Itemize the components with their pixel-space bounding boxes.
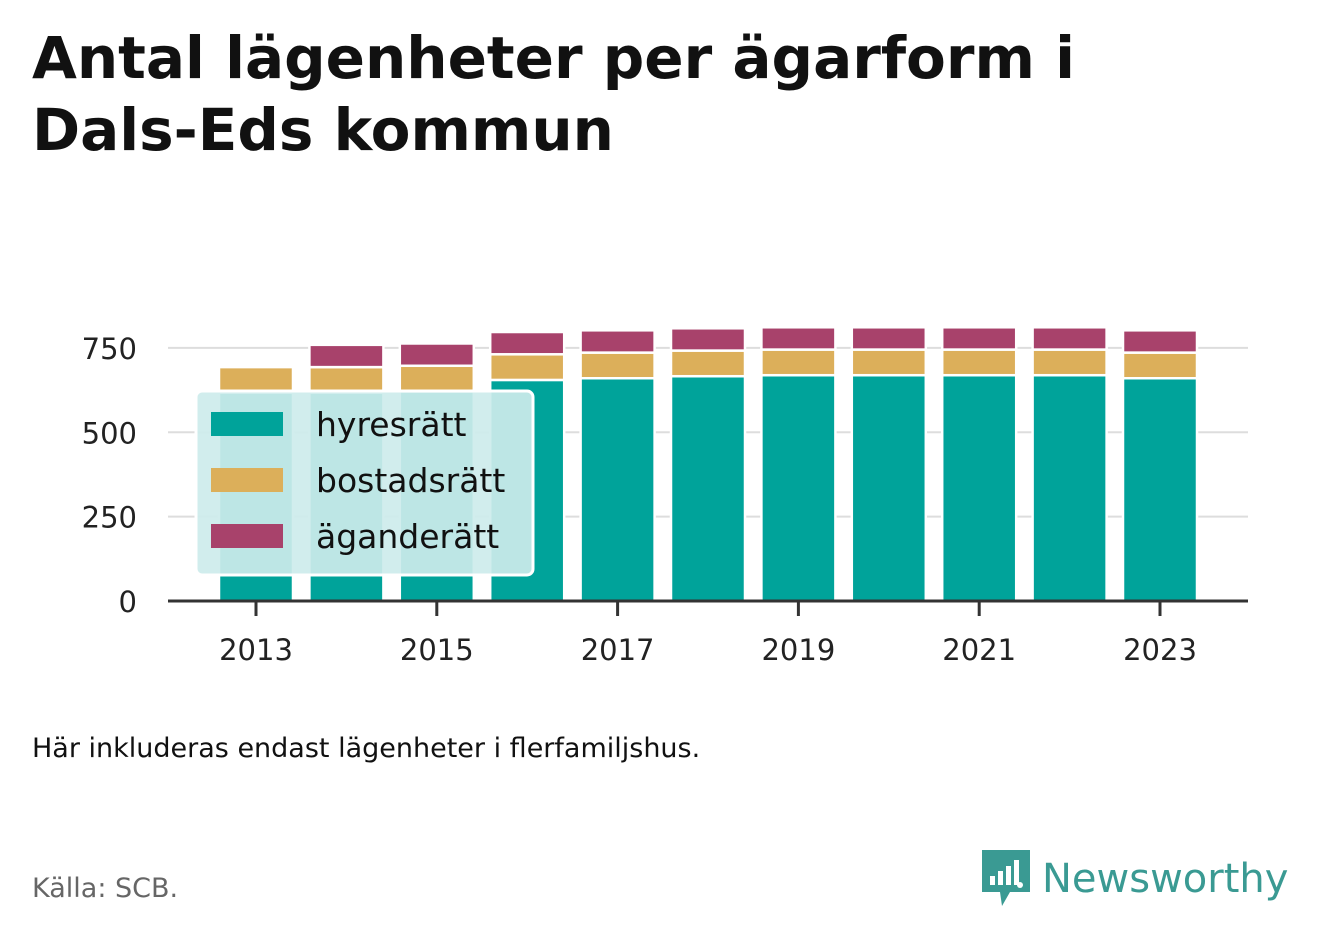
chart-title: Antal lägenheter per ägarform i Dals-Eds… xyxy=(32,22,1232,166)
bar-segment-hyresrätt-2020 xyxy=(850,373,928,603)
source-text: Källa: SCB. xyxy=(32,873,179,904)
axes: 0 250 500 750 2013 2015 2017 2019 2021 2023 xyxy=(82,332,1248,667)
legend-label: bostadsrätt xyxy=(316,461,505,500)
bar-segment-bostadsrätt-2014 xyxy=(308,365,385,395)
bar-segment-bostadsrätt-2018 xyxy=(669,349,747,378)
bar-segment-bostadsrätt-2017 xyxy=(579,351,656,380)
brand-logo[interactable]: Newsworthy xyxy=(980,848,1288,910)
chart-note: Här inkluderas endast lägenheter i flerf… xyxy=(32,733,701,764)
legend: hyresrätt bostadsrätt äganderätt xyxy=(194,389,535,577)
bar-segment-äganderätt-2018 xyxy=(669,327,747,352)
legend-swatch-bostadsrätt xyxy=(211,468,283,492)
bar-segment-hyresrätt-2023 xyxy=(1121,377,1199,603)
y-tick-label: 0 xyxy=(119,585,137,619)
bar-segment-bostadsrätt-2022 xyxy=(1031,348,1108,377)
bar-segment-bostadsrätt-2020 xyxy=(850,348,928,377)
bar-segment-äganderätt-2023 xyxy=(1121,329,1199,354)
bar-segment-äganderätt-2014 xyxy=(308,343,385,369)
title-line-1: Antal lägenheter per ägarform i xyxy=(32,24,1076,92)
title-line-2: Dals-Eds kommun xyxy=(32,96,614,164)
bar-segment-äganderätt-2015 xyxy=(398,342,476,368)
legend-swatch-äganderätt xyxy=(211,524,283,548)
bar-segment-äganderätt-2020 xyxy=(850,326,928,351)
bar-segment-hyresrätt-2022 xyxy=(1031,373,1108,603)
y-tick-label: 250 xyxy=(82,501,137,535)
x-tick-label: 2021 xyxy=(942,633,1016,667)
newsworthy-logo-icon xyxy=(982,850,1030,906)
bar-segment-bostadsrätt-2015 xyxy=(398,364,476,393)
y-tick-label: 750 xyxy=(82,332,137,366)
bar-segment-hyresrätt-2021 xyxy=(940,373,1018,603)
bar-segment-äganderätt-2019 xyxy=(760,326,837,351)
legend-label: äganderätt xyxy=(316,517,499,556)
bar-segment-hyresrätt-2018 xyxy=(669,374,747,603)
brand-name: Newsworthy xyxy=(1042,856,1289,902)
bar-segment-bostadsrätt-2013 xyxy=(217,365,295,395)
y-tick-label: 500 xyxy=(82,416,137,450)
x-tick-label: 2015 xyxy=(400,633,474,667)
x-tick-label: 2023 xyxy=(1123,633,1197,667)
bar-segment-bostadsrätt-2023 xyxy=(1121,351,1199,380)
bar-segment-äganderätt-2021 xyxy=(940,326,1018,351)
legend-swatch-hyresrätt xyxy=(211,412,283,436)
bar-segment-bostadsrätt-2019 xyxy=(760,348,837,377)
bar-segment-äganderätt-2016 xyxy=(488,330,566,356)
bar-segment-bostadsrätt-2021 xyxy=(940,348,1018,377)
bar-segment-bostadsrätt-2016 xyxy=(488,353,566,382)
x-tick-label: 2013 xyxy=(219,633,293,667)
x-tick-label: 2017 xyxy=(581,633,655,667)
bar-segment-hyresrätt-2019 xyxy=(760,373,837,603)
legend-label: hyresrätt xyxy=(316,405,467,444)
bar-segment-äganderätt-2022 xyxy=(1031,326,1108,351)
bar-segment-hyresrätt-2017 xyxy=(579,377,656,603)
x-tick-label: 2019 xyxy=(761,633,835,667)
bar-segment-äganderätt-2017 xyxy=(579,329,656,354)
